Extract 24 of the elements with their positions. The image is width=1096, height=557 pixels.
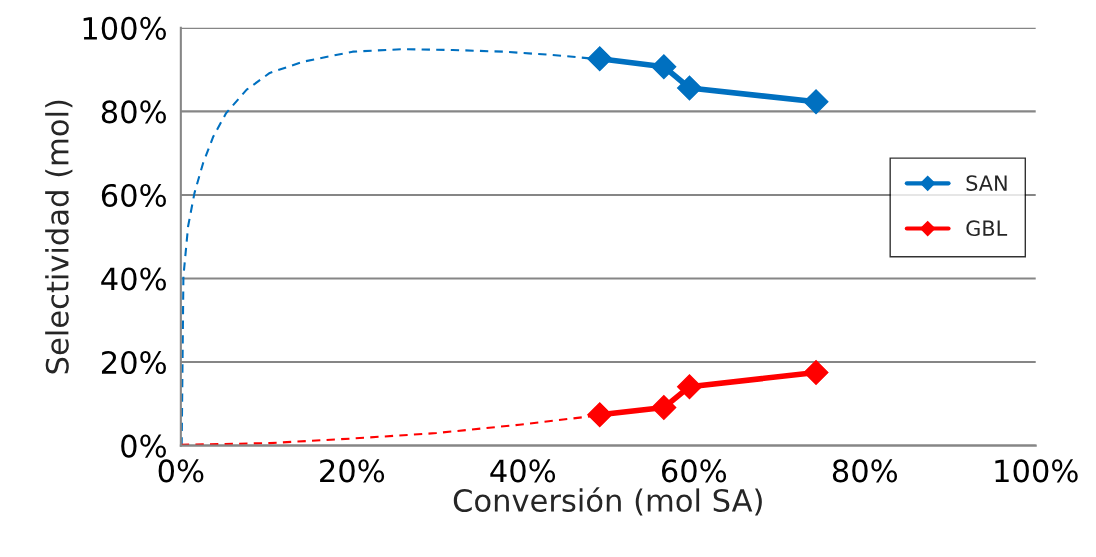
y-axis-title: Selectividad (mol) — [45, 100, 73, 374]
x-axis-title: Conversión (mol SA) — [453, 487, 762, 516]
y-tick-label: 100% — [83, 16, 166, 40]
point — [651, 54, 677, 80]
y-tick-label: 0% — [121, 434, 166, 458]
point — [803, 89, 829, 115]
point — [587, 46, 613, 72]
y-tick-label: 40% — [101, 267, 166, 291]
point — [677, 75, 702, 101]
x-tick-label: 100% — [995, 459, 1078, 483]
point — [587, 402, 613, 428]
x-tick-label: 20% — [320, 459, 385, 483]
x-tick-label: 0% — [158, 459, 204, 483]
x-tick-label: 40% — [490, 459, 556, 483]
point — [803, 360, 829, 385]
y-tick-label: 80% — [101, 100, 166, 124]
x-tick-label: 80% — [832, 459, 898, 483]
y-tick-label: 20% — [101, 350, 166, 375]
x-tick-label: 60% — [661, 459, 727, 483]
legend-label: GBL — [966, 220, 1008, 237]
y-tick-label: 60% — [101, 183, 166, 207]
point — [677, 374, 702, 400]
legend-label: SAN — [966, 175, 1007, 191]
point — [651, 395, 677, 421]
